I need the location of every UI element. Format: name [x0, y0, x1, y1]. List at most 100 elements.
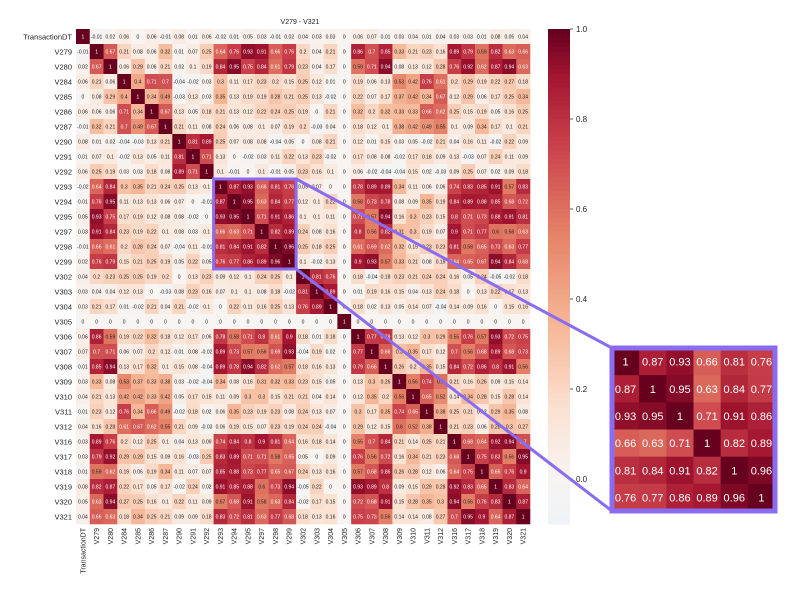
heatmap-cell-value: 0.13: [188, 95, 198, 101]
heatmap-cell-value: 0.24: [298, 425, 308, 431]
heatmap-cell: [433, 164, 448, 180]
colorbar-segment: [548, 344, 570, 350]
heatmap-cell: [392, 104, 407, 120]
heatmap-cell-value: 0.65: [477, 485, 487, 491]
heatmap-cell-value: 0: [343, 515, 346, 521]
heatmap-cell-value: 0.16: [257, 305, 267, 311]
col-label: V321: [521, 528, 528, 544]
heatmap-cell-value: 0.14: [408, 305, 418, 311]
heatmap-cell-value: 0.06: [216, 410, 226, 416]
heatmap-cell-value: 0.34: [133, 515, 143, 521]
colorbar-segment: [548, 92, 570, 98]
heatmap-cell-value: 0.56: [381, 515, 391, 521]
heatmap-cell: [172, 329, 187, 345]
heatmap-cell-value: 0.03: [257, 155, 267, 161]
heatmap-cell: [254, 254, 269, 270]
heatmap-cell: [199, 44, 214, 60]
heatmap-cell: [392, 389, 407, 405]
heatmap-cell: [199, 119, 214, 135]
heatmap-cell: [488, 254, 503, 270]
heatmap-cell: [89, 299, 104, 315]
heatmap-cell: [186, 434, 201, 450]
heatmap-cell-value: 0.03: [133, 170, 143, 176]
heatmap-cell: [337, 509, 352, 525]
heatmap-cell: [474, 209, 490, 225]
colorbar-segment: [548, 164, 570, 170]
heatmap-cell-value: 0.03: [78, 305, 88, 311]
heatmap-cell-value: 0.12: [422, 470, 432, 476]
heatmap-cell-value: 0.15: [312, 380, 322, 386]
row-label: V299: [54, 258, 72, 267]
heatmap-cell-value: 0.08: [257, 290, 267, 296]
heatmap-cell-value: 0.62: [271, 365, 281, 371]
heatmap-cell-value: 0.1: [162, 365, 169, 371]
heatmap-cell: [309, 239, 324, 255]
heatmap-cell-value: 0.29: [422, 485, 432, 491]
heatmap-cell-value: 0: [205, 215, 208, 221]
heatmap-cell: [351, 344, 366, 360]
heatmap-cell: [433, 464, 448, 480]
heatmap-cell-value: -0.04: [201, 380, 213, 386]
heatmap-cell: [351, 74, 366, 90]
heatmap-cell-value: 0.33: [284, 380, 294, 386]
heatmap-cell-value: 0.64: [518, 485, 528, 491]
heatmap-cell-value: 0.18: [518, 80, 528, 86]
heatmap-cell-value: 0.78: [353, 185, 363, 191]
heatmap-cell-value: 0.15: [147, 455, 157, 461]
heatmap-cell-value: 0.94: [491, 260, 501, 266]
heatmap-cell: [89, 134, 104, 150]
heatmap-cell-value: 0.26: [394, 365, 404, 371]
heatmap-cell: [131, 74, 146, 90]
heatmap-cell: [144, 59, 159, 75]
heatmap-cell-value: 0.6: [258, 485, 265, 491]
heatmap-cell-value: 0.23: [436, 245, 446, 251]
heatmap-cell: [309, 509, 324, 525]
heatmap-cell-value: 0.55: [161, 425, 171, 431]
heatmap-cell: [337, 374, 352, 390]
heatmap-cell-value: 0.06: [436, 185, 446, 191]
heatmap-cell-value: 0.18: [188, 410, 198, 416]
col-label: V280: [108, 528, 115, 544]
heatmap-cell: [241, 359, 256, 375]
heatmap-cell: [502, 374, 517, 390]
heatmap-cell: [296, 359, 311, 375]
heatmap-cell: [268, 404, 283, 420]
heatmap-cell-value: 0.18: [518, 170, 528, 176]
heatmap-cell-value: 0.07: [202, 470, 212, 476]
heatmap-cell-value: 0.01: [477, 35, 487, 41]
heatmap-cell-value: 0.32: [92, 125, 102, 131]
colorbar-segment: [548, 402, 570, 408]
heatmap-cell: [199, 434, 214, 450]
heatmap-cell-value: 0.32: [271, 380, 281, 386]
heatmap-cell: [337, 119, 352, 135]
col-label: V319: [493, 528, 500, 544]
heatmap-cell-value: 0: [192, 320, 195, 326]
heatmap-cell: [516, 314, 531, 330]
heatmap-cell-value: 0.06: [147, 65, 157, 71]
heatmap-cell: [516, 29, 531, 45]
heatmap-cell: [199, 164, 214, 180]
heatmap-cell-value: 0.25: [298, 245, 308, 251]
heatmap-cell-value: 0.15: [394, 500, 404, 506]
heatmap-cell-value: 0.56: [463, 500, 473, 506]
heatmap-cell-value: 0.85: [229, 485, 239, 491]
heatmap-cell: [516, 494, 531, 510]
heatmap-cell: [488, 374, 503, 390]
heatmap-cell: [378, 389, 393, 405]
heatmap-cell-value: 0.3: [368, 380, 375, 386]
heatmap-cell: [488, 239, 503, 255]
heatmap-cell-value: 0.1: [451, 125, 458, 131]
heatmap-cell: [158, 389, 173, 405]
heatmap-cell-value: 0.02: [422, 170, 432, 176]
heatmap-cell-value: 0.01: [119, 305, 129, 311]
heatmap-cell-value: 0.08: [174, 230, 184, 236]
heatmap-cell-value: 0.83: [491, 500, 501, 506]
zoom-cell-value: 0.95: [669, 384, 690, 396]
heatmap-cell: [241, 314, 256, 330]
heatmap-cell-value: 0.93: [216, 215, 226, 221]
heatmap-cell-value: 0.06: [477, 95, 487, 101]
heatmap-cell-value: 0.08: [518, 410, 528, 416]
heatmap-cell-value: 0: [343, 425, 346, 431]
heatmap-cell-value: 1: [343, 320, 346, 326]
heatmap-cell-value: 0.66: [518, 50, 528, 56]
